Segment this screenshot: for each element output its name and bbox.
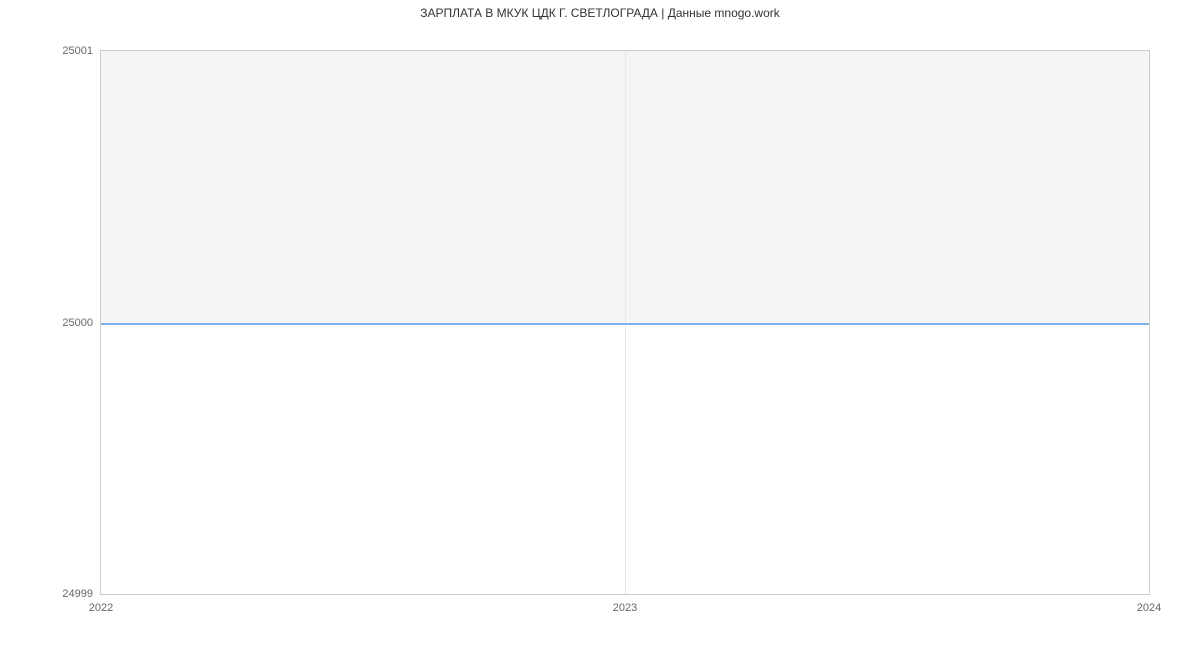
y-tick-label: 25000	[62, 317, 101, 329]
x-tick-label: 2024	[1137, 594, 1161, 614]
x-tick-label: 2022	[89, 594, 113, 614]
series-line	[101, 323, 1149, 325]
plot-area: 249992500025001 202220232024	[100, 50, 1150, 595]
y-tick-label: 25001	[62, 45, 101, 57]
chart-title: ЗАРПЛАТА В МКУК ЦДК Г. СВЕТЛОГРАДА | Дан…	[0, 6, 1200, 20]
x-tick-label: 2023	[613, 594, 637, 614]
salary-chart: ЗАРПЛАТА В МКУК ЦДК Г. СВЕТЛОГРАДА | Дан…	[0, 0, 1200, 650]
